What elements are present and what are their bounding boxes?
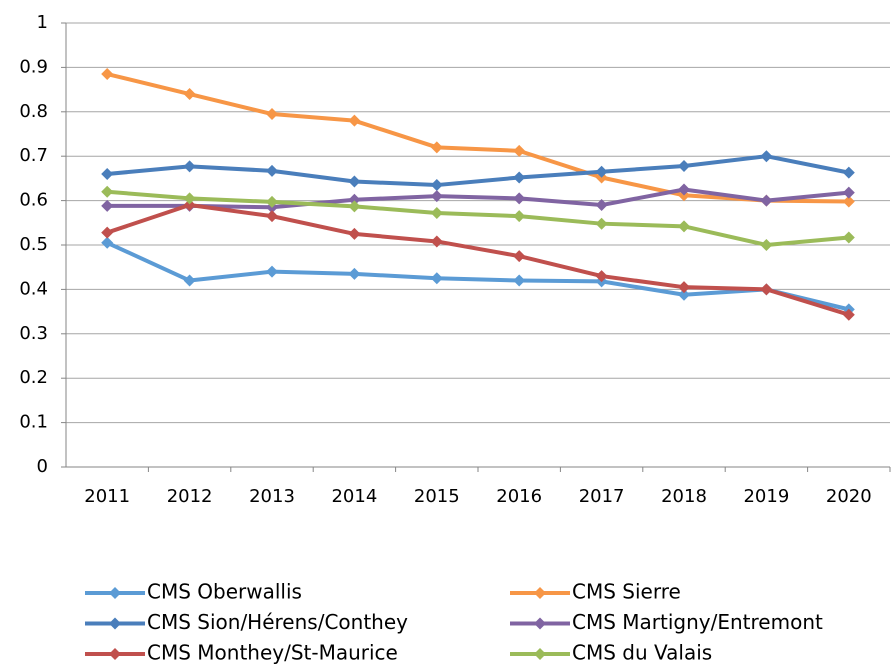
point-marker — [595, 217, 608, 230]
point-marker — [430, 190, 443, 203]
y-tick-label: 0.8 — [19, 101, 48, 122]
legend-marker — [534, 648, 546, 660]
series-line — [106, 72, 849, 204]
x-tick-label: 2017 — [579, 486, 625, 507]
point-marker — [842, 186, 855, 199]
point-marker — [513, 192, 526, 205]
legend-label: CMS Martigny/Entremont — [572, 610, 823, 634]
legend-marker — [109, 617, 121, 630]
point-marker — [101, 68, 114, 81]
series-line — [106, 240, 850, 312]
point-marker — [183, 199, 196, 212]
point-marker — [348, 114, 361, 127]
legend-label: CMS Monthey/St-Maurice — [147, 641, 398, 665]
point-marker — [266, 108, 278, 121]
point-marker — [266, 164, 278, 177]
y-tick-label: 0.1 — [19, 412, 48, 433]
y-tick-label: 0.6 — [19, 190, 48, 211]
legend-label: CMS Sierre — [572, 580, 681, 604]
x-tick-label: 2015 — [414, 486, 460, 507]
series-line — [106, 203, 850, 317]
y-tick-label: 0.4 — [19, 278, 48, 299]
legend-label: CMS Sion/Hérens/Conthey — [147, 610, 408, 634]
point-marker — [513, 274, 526, 287]
point-marker — [101, 185, 114, 198]
point-marker — [430, 179, 443, 192]
point-marker — [183, 192, 196, 205]
point-marker — [266, 265, 278, 278]
point-marker — [842, 166, 855, 179]
point-marker — [183, 88, 196, 101]
y-tick-label: 0.3 — [19, 323, 48, 344]
point-marker — [760, 150, 773, 163]
legend-label: CMS Oberwallis — [147, 580, 302, 604]
point-marker — [678, 159, 690, 172]
point-marker — [348, 200, 361, 213]
point-marker — [183, 274, 196, 287]
point-marker — [101, 236, 114, 249]
point-marker — [101, 226, 114, 239]
point-marker — [348, 227, 361, 240]
x-tick-label: 2016 — [496, 486, 542, 507]
point-marker — [513, 144, 526, 157]
series-line — [107, 189, 849, 247]
x-tick-label: 2014 — [331, 486, 377, 507]
y-tick-label: 1 — [37, 12, 48, 33]
y-tick-label: 0 — [37, 456, 48, 477]
point-marker — [430, 235, 443, 248]
legend-marker — [534, 587, 546, 599]
point-marker — [513, 210, 526, 223]
x-tick-label: 2019 — [743, 486, 789, 507]
point-marker — [842, 231, 855, 244]
point-marker — [348, 267, 361, 280]
legend-marker — [534, 617, 546, 630]
point-marker — [760, 283, 773, 296]
y-tick-label: 0.7 — [19, 145, 48, 166]
point-marker — [678, 183, 690, 196]
legend-marker — [109, 587, 121, 599]
point-marker — [595, 199, 608, 212]
point-marker — [266, 195, 278, 208]
point-marker — [101, 167, 114, 180]
point-marker — [842, 308, 855, 321]
x-tick-label: 2018 — [661, 486, 707, 507]
point-marker — [513, 171, 526, 184]
point-marker — [678, 281, 690, 294]
series-line — [107, 187, 849, 210]
point-marker — [348, 193, 361, 206]
x-tick-label: 2013 — [249, 486, 295, 507]
point-marker — [430, 207, 443, 220]
point-marker — [266, 210, 278, 223]
point-marker — [430, 272, 443, 285]
point-marker — [760, 239, 773, 251]
legend-label: CMS du Valais — [572, 641, 712, 665]
point-marker — [513, 250, 526, 263]
y-tick-label: 0.2 — [19, 367, 48, 388]
point-marker — [760, 194, 773, 207]
point-marker — [678, 220, 690, 233]
x-tick-label: 2011 — [84, 486, 130, 507]
point-marker — [678, 288, 690, 301]
x-tick-label: 2020 — [826, 486, 872, 507]
point-marker — [430, 141, 443, 154]
point-marker — [595, 270, 608, 283]
point-marker — [348, 175, 361, 188]
series-line — [107, 154, 850, 188]
point-marker — [842, 195, 855, 208]
point-marker — [595, 165, 608, 178]
y-tick-label: 0.9 — [19, 56, 48, 77]
y-tick-label: 0.5 — [19, 234, 48, 255]
point-marker — [101, 199, 114, 212]
legend-marker — [109, 648, 121, 660]
point-marker — [183, 160, 196, 173]
x-tick-label: 2012 — [167, 486, 213, 507]
